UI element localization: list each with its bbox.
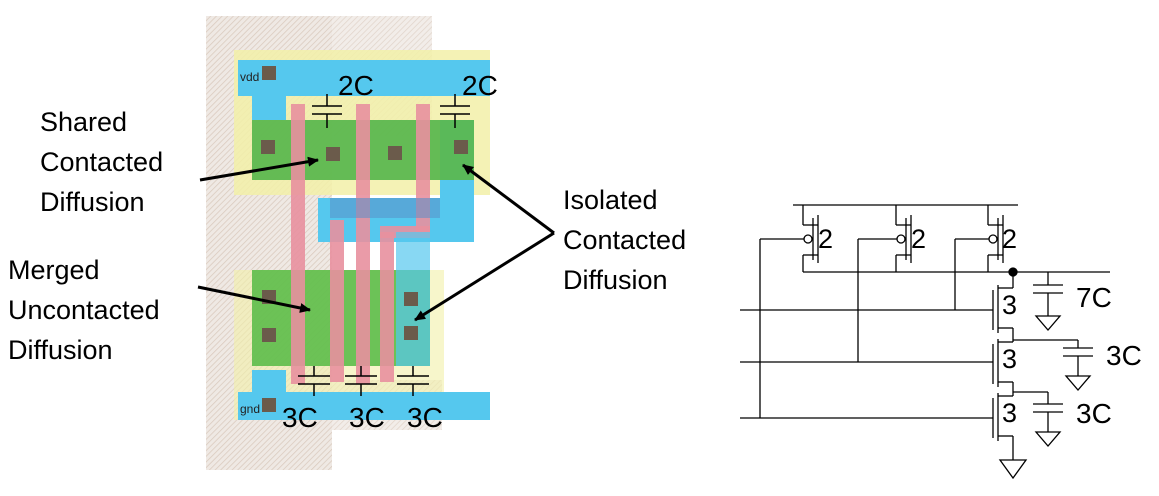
node-cap-mid: 3C bbox=[1106, 340, 1142, 371]
ground-symbol bbox=[998, 459, 1028, 480]
layout-cap-symbols bbox=[298, 94, 470, 396]
node-cap-low: 3C bbox=[1076, 398, 1112, 429]
vdd-strap bbox=[252, 90, 286, 120]
pmos-size-1: 2 bbox=[818, 224, 834, 254]
layout-cap-bottom-3: 3C bbox=[407, 402, 443, 433]
pmos-size-3: 2 bbox=[1002, 224, 1018, 254]
gnd-strap bbox=[252, 370, 286, 400]
shared-contacted-diffusion-label: Shared Contacted Diffusion bbox=[40, 107, 164, 217]
contacts bbox=[261, 66, 468, 412]
layout-cap-top-2: 2C bbox=[462, 70, 498, 101]
poly-4 bbox=[330, 220, 344, 382]
vdd-label: vdd bbox=[240, 70, 260, 84]
node-cap-out: 7C bbox=[1076, 282, 1112, 313]
annotation-arrows bbox=[197, 156, 555, 322]
schematic-view bbox=[740, 204, 1110, 480]
isolated-contacted-diffusion-label: Isolated Contacted Diffusion bbox=[563, 185, 687, 295]
poly-2 bbox=[356, 104, 370, 384]
layout-view bbox=[197, 16, 555, 470]
gnd-label: gnd bbox=[240, 402, 261, 416]
layout-cap-bottom-1: 3C bbox=[282, 402, 318, 433]
nmos-size-3: 3 bbox=[1002, 398, 1018, 428]
nmos-size-1: 3 bbox=[1002, 290, 1018, 320]
poly-1 bbox=[291, 104, 305, 384]
metal-bridge bbox=[330, 198, 440, 218]
poly-3b bbox=[380, 232, 394, 382]
nmos-size-2: 3 bbox=[1002, 344, 1018, 374]
layout-cap-bottom-2: 3C bbox=[349, 402, 385, 433]
merged-uncontacted-diffusion-label: Merged Uncontacted Diffusion bbox=[8, 255, 160, 365]
pmos-size-2: 2 bbox=[911, 224, 927, 254]
layout-cap-top-1: 2C bbox=[338, 70, 374, 101]
